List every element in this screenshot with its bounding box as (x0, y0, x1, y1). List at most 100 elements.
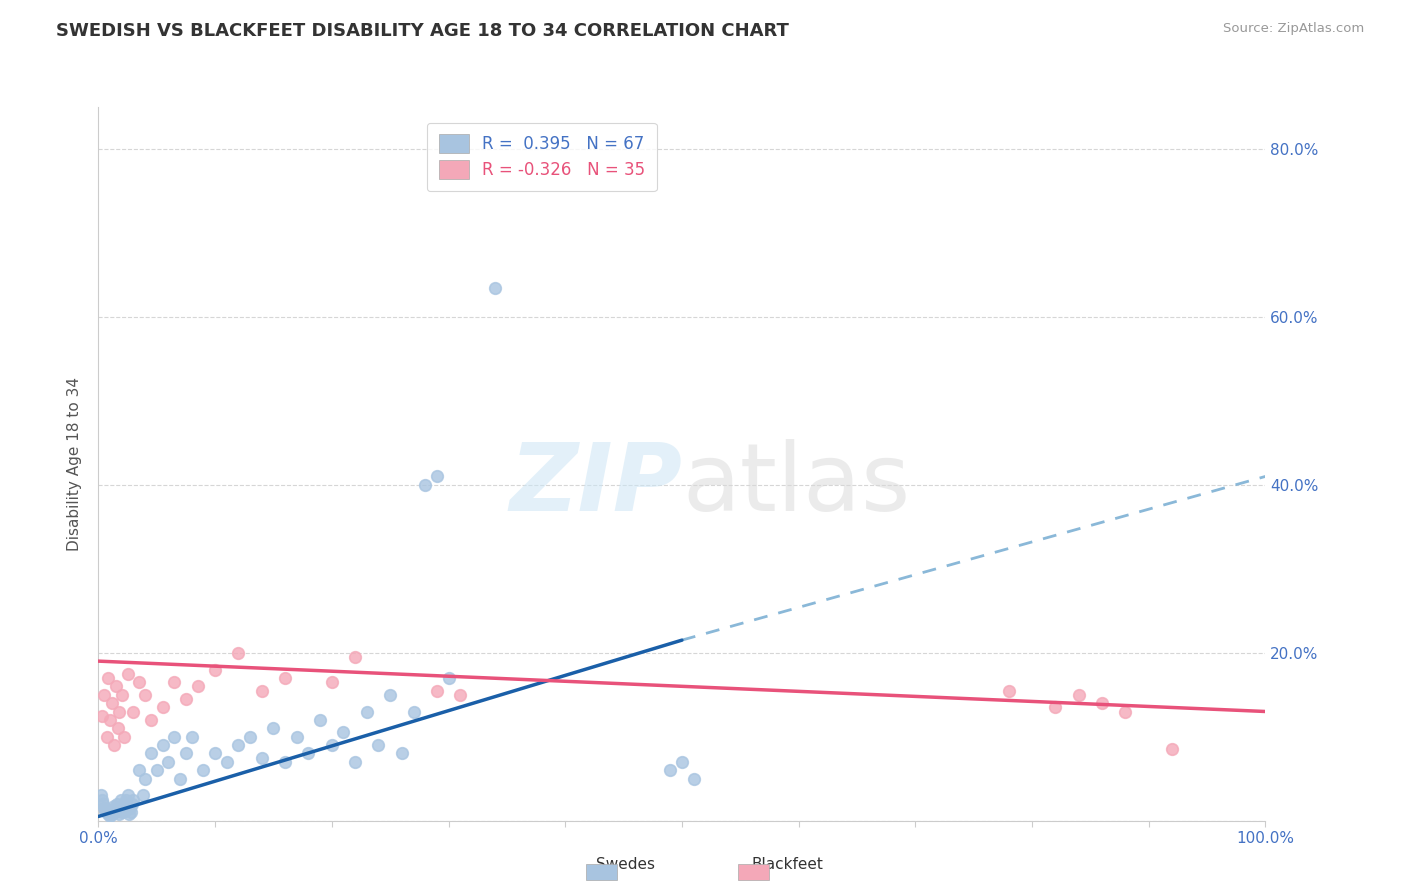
Point (321, 675, 343, 690)
Point (103, 738, 125, 752)
Point (239, 730, 262, 744)
Point (117, 789, 139, 803)
Point (187, 679, 209, 693)
Point (1114, 705, 1136, 719)
Point (97, 803, 120, 817)
Point (115, 792, 138, 806)
Point (139, 747, 162, 761)
Point (274, 671, 297, 685)
Point (204, 663, 226, 677)
Point (152, 738, 174, 752)
Point (111, 801, 134, 815)
Point (1045, 700, 1067, 714)
Point (152, 700, 174, 714)
Point (118, 806, 141, 821)
Point (146, 764, 169, 778)
Point (285, 730, 308, 744)
Point (107, 721, 129, 735)
Point (309, 713, 332, 727)
Point (193, 764, 215, 778)
Point (97, 671, 120, 685)
Point (105, 797, 128, 811)
Point (112, 797, 135, 811)
Point (90, 792, 112, 806)
Point (682, 772, 704, 786)
Point (111, 688, 134, 702)
Point (391, 747, 413, 761)
Text: ZIP: ZIP (509, 439, 682, 532)
Point (118, 801, 141, 815)
Point (262, 721, 284, 735)
Point (426, 683, 449, 698)
Point (94, 804, 117, 818)
Point (117, 666, 139, 681)
Text: atlas: atlas (682, 439, 910, 532)
Text: Source: ZipAtlas.com: Source: ZipAtlas.com (1223, 22, 1364, 36)
Point (134, 772, 156, 786)
Point (437, 671, 460, 685)
Point (174, 747, 197, 761)
Point (180, 730, 202, 744)
Point (671, 755, 693, 769)
Point (96, 805, 118, 820)
Point (97, 806, 120, 821)
Point (413, 478, 436, 492)
Point (120, 805, 142, 820)
Point (659, 764, 682, 778)
Point (134, 688, 156, 702)
Point (1161, 742, 1184, 756)
Point (997, 683, 1019, 698)
Point (107, 804, 129, 818)
Point (1067, 688, 1090, 702)
Point (96, 730, 118, 744)
Point (101, 696, 124, 710)
Point (100, 804, 122, 818)
Point (122, 705, 145, 719)
Point (103, 798, 125, 813)
Point (108, 705, 131, 719)
Point (250, 750, 273, 764)
Point (128, 764, 150, 778)
Point (90, 708, 112, 723)
Point (139, 713, 162, 727)
Point (426, 469, 449, 483)
Point (344, 649, 367, 664)
Point (204, 747, 226, 761)
Point (98, 805, 121, 820)
Point (1091, 696, 1114, 710)
Point (108, 806, 131, 821)
Point (112, 730, 135, 744)
Point (101, 806, 124, 821)
Point (163, 730, 186, 744)
Point (356, 705, 378, 719)
Point (344, 755, 367, 769)
Point (104, 801, 127, 815)
Text: SWEDISH VS BLACKFEET DISABILITY AGE 18 TO 34 CORRELATION CHART: SWEDISH VS BLACKFEET DISABILITY AGE 18 T… (56, 22, 789, 40)
Y-axis label: Disability Age 18 to 34: Disability Age 18 to 34 (67, 376, 83, 551)
Point (98, 809, 121, 823)
Point (98, 713, 121, 727)
Point (250, 683, 273, 698)
Point (114, 804, 136, 818)
Point (132, 789, 155, 803)
Point (91, 797, 114, 811)
Point (449, 688, 471, 702)
Point (122, 792, 145, 806)
Point (104, 679, 127, 693)
Point (90, 789, 112, 803)
Point (110, 792, 132, 806)
Point (93, 801, 115, 815)
Point (111, 805, 134, 820)
Point (402, 705, 425, 719)
Point (367, 738, 389, 752)
Point (104, 805, 127, 820)
Point (157, 755, 180, 769)
Point (378, 688, 402, 702)
Legend: R =  0.395   N = 67, R = -0.326   N = 35: R = 0.395 N = 67, R = -0.326 N = 35 (427, 122, 657, 191)
Point (163, 675, 186, 690)
Point (128, 675, 150, 690)
Point (215, 755, 238, 769)
Point (297, 747, 319, 761)
Point (169, 772, 191, 786)
Point (332, 725, 354, 739)
